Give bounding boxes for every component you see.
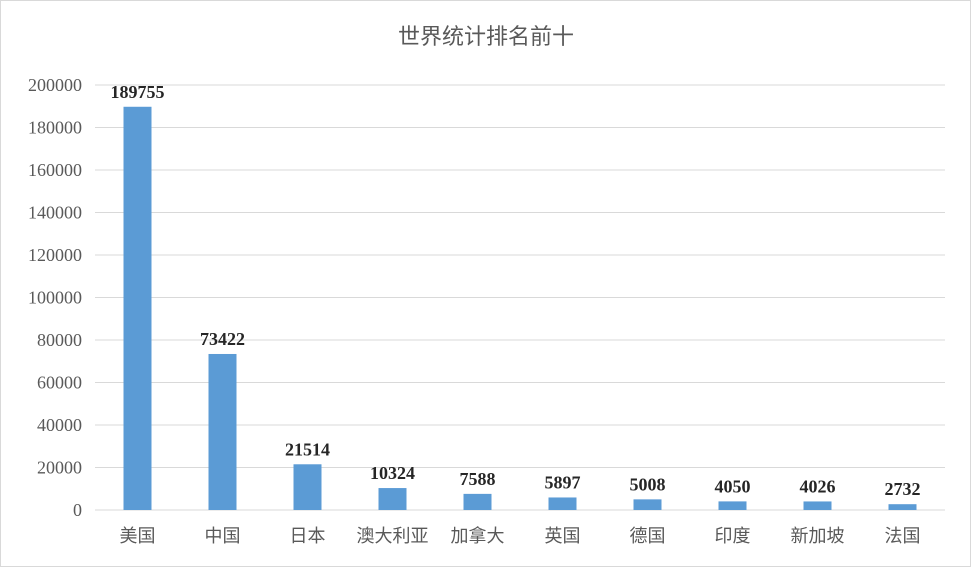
gridlines <box>95 84 945 511</box>
y-tick-label: 100000 <box>28 288 82 308</box>
y-axis-ticks: 0 20000 40000 60000 80000 100000 120000 140000 1… <box>28 75 82 520</box>
y-tick-label: 160000 <box>28 160 82 180</box>
bar <box>888 504 917 510</box>
x-category-label: 德国 <box>630 526 666 547</box>
data-label: 73422 <box>200 329 245 349</box>
bar <box>718 501 747 510</box>
y-tick-label: 20000 <box>37 458 82 478</box>
x-category-label: 加拿大 <box>451 525 505 547</box>
x-category-label: 日本 <box>290 526 326 547</box>
bar <box>548 497 577 510</box>
bar <box>803 501 832 510</box>
chart-title: 世界统计排名前十 <box>398 25 574 50</box>
data-label: 5897 <box>545 472 581 492</box>
y-tick-label: 60000 <box>37 373 82 393</box>
y-tick-label: 120000 <box>28 245 82 265</box>
bar <box>123 106 152 510</box>
x-category-label: 中国 <box>205 526 241 547</box>
data-labels: 189755 73422 21514 10324 7588 5897 5008 4050 402… <box>111 82 921 499</box>
bar <box>378 488 407 510</box>
x-axis-categories: 美国 中国 日本 澳大利亚 加拿大 英国 德国 印度 新加坡 法国 <box>120 525 921 547</box>
x-category-label: 印度 <box>715 526 751 547</box>
data-label: 10324 <box>370 463 415 483</box>
bar <box>208 353 237 510</box>
y-tick-label: 140000 <box>28 203 82 223</box>
y-tick-label: 180000 <box>28 118 82 138</box>
x-category-label: 法国 <box>885 526 921 547</box>
bar <box>293 464 322 510</box>
data-label: 7588 <box>460 469 496 489</box>
data-label: 189755 <box>111 82 165 102</box>
x-category-label: 英国 <box>545 526 581 547</box>
y-tick-label: 0 <box>73 500 82 520</box>
data-label: 21514 <box>285 439 330 459</box>
data-label: 4050 <box>715 476 751 496</box>
bar <box>463 493 492 510</box>
data-label: 2732 <box>885 479 921 499</box>
y-tick-label: 80000 <box>37 330 82 350</box>
x-category-label: 新加坡 <box>791 526 845 547</box>
y-tick-label: 40000 <box>37 415 82 435</box>
data-label: 4026 <box>800 476 836 496</box>
x-category-label: 澳大利亚 <box>357 526 429 547</box>
data-label: 5008 <box>630 474 666 494</box>
bars <box>123 106 917 510</box>
bar <box>633 499 662 510</box>
y-tick-label: 200000 <box>28 75 82 95</box>
x-category-label: 美国 <box>120 526 156 547</box>
